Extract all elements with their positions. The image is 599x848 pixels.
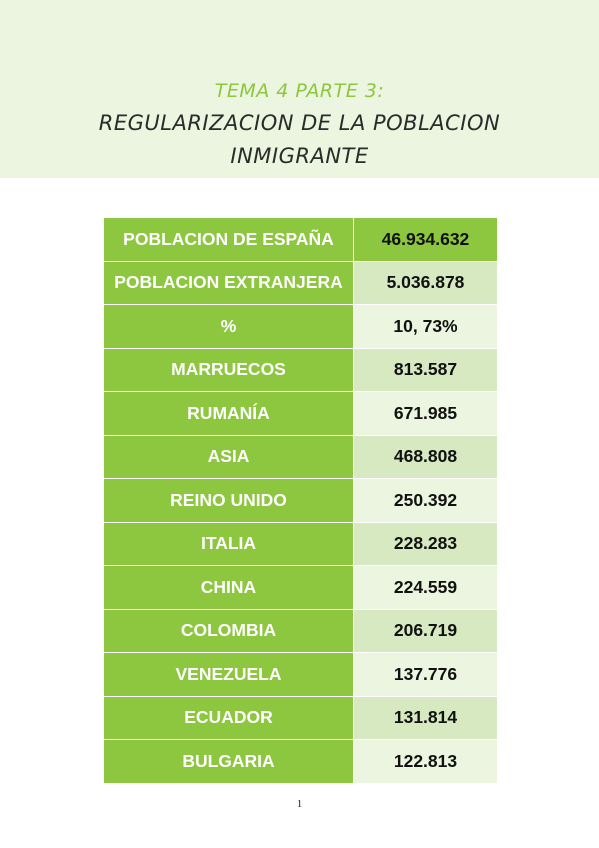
table-row: REINO UNIDO 250.392 <box>104 478 497 523</box>
row-label: ITALIA <box>104 522 354 566</box>
table-row: POBLACION EXTRANJERA 5.036.878 <box>104 261 497 305</box>
row-value: 10, 73% <box>353 304 497 349</box>
row-value: 228.283 <box>353 522 497 566</box>
row-label: CHINA <box>104 565 354 610</box>
table-row: RUMANÍA 671.985 <box>104 391 497 436</box>
row-label: BULGARIA <box>104 739 354 784</box>
row-label: POBLACION EXTRANJERA <box>104 261 354 305</box>
row-value: 671.985 <box>353 391 497 436</box>
table-row: ITALIA 228.283 <box>104 522 497 566</box>
row-label: COLOMBIA <box>104 609 354 653</box>
row-label: ASIA <box>104 435 354 479</box>
population-table: POBLACION DE ESPAÑA 46.934.632 POBLACION… <box>104 218 497 784</box>
row-label: REINO UNIDO <box>104 478 354 523</box>
row-label: RUMANÍA <box>104 391 354 436</box>
page-title: REGULARIZACION DE LA POBLACION <box>98 111 501 135</box>
row-label: % <box>104 304 354 349</box>
row-value: 131.814 <box>353 696 497 740</box>
table-row: ECUADOR 131.814 <box>104 696 497 740</box>
table-row: COLOMBIA 206.719 <box>104 609 497 653</box>
row-label: ECUADOR <box>104 696 354 740</box>
row-value: 137.776 <box>353 652 497 697</box>
table-row: VENEZUELA 137.776 <box>104 652 497 697</box>
table-row: BULGARIA 122.813 <box>104 739 497 784</box>
row-value: 250.392 <box>353 478 497 523</box>
header-band <box>0 0 599 178</box>
table-row: MARRUECOS 813.587 <box>104 348 497 392</box>
row-label: VENEZUELA <box>104 652 354 697</box>
row-value: 813.587 <box>353 348 497 392</box>
page-title-continued: INMIGRANTE <box>230 144 369 168</box>
table-row: % 10, 73% <box>104 304 497 349</box>
row-value: 122.813 <box>353 739 497 784</box>
table-row: POBLACION DE ESPAÑA 46.934.632 <box>104 218 497 262</box>
row-value: 224.559 <box>353 565 497 610</box>
row-label: MARRUECOS <box>104 348 354 392</box>
row-label: POBLACION DE ESPAÑA <box>104 218 354 262</box>
topic-heading: TEMA 4 PARTE 3: <box>214 80 385 102</box>
page-number: 1 <box>296 798 303 810</box>
row-value: 46.934.632 <box>353 218 497 262</box>
row-value: 206.719 <box>353 609 497 653</box>
table-row: ASIA 468.808 <box>104 435 497 479</box>
row-value: 5.036.878 <box>353 261 497 305</box>
table-row: CHINA 224.559 <box>104 565 497 610</box>
row-value: 468.808 <box>353 435 497 479</box>
